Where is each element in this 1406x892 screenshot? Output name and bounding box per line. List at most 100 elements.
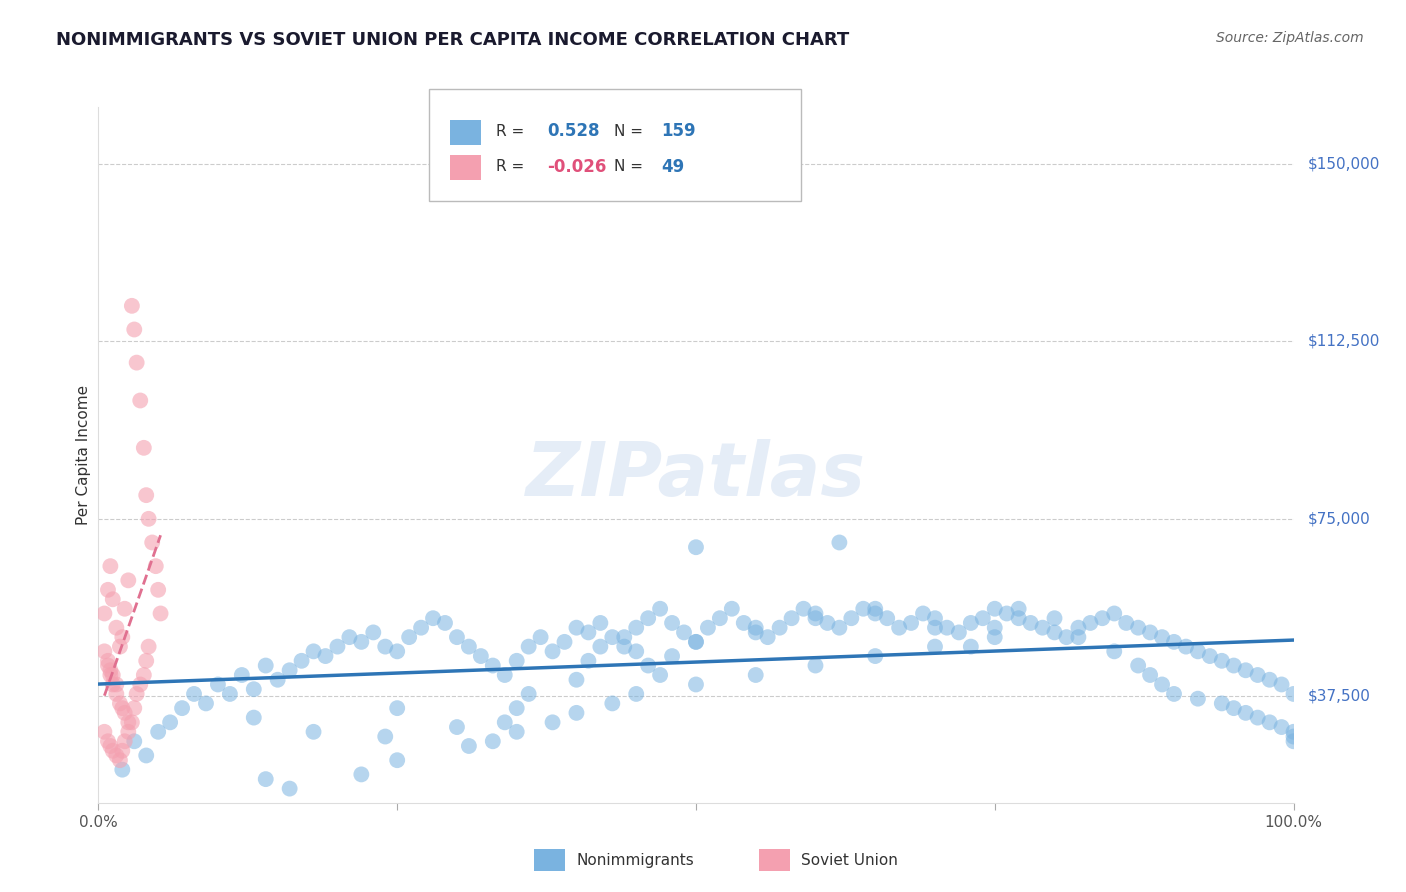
Point (624, 644, 647, 658)
Point (995, 607, 1018, 621)
Point (1282, 724, 1305, 739)
Point (183, 687, 205, 701)
Point (108, 753, 131, 767)
Point (494, 668, 516, 682)
Point (1258, 673, 1281, 687)
Point (132, 441, 155, 455)
Point (124, 734, 146, 748)
Point (422, 611, 444, 625)
Point (900, 615, 922, 630)
Point (1175, 640, 1198, 654)
Point (135, 654, 157, 668)
Point (554, 635, 576, 649)
Point (125, 687, 148, 701)
Point (97, 658, 120, 673)
Point (613, 640, 636, 654)
Point (876, 611, 898, 625)
Point (828, 621, 851, 635)
Point (1080, 615, 1102, 630)
Text: $37,500: $37,500 (1308, 689, 1371, 704)
Text: 159: 159 (661, 122, 696, 140)
Point (600, 630, 623, 644)
Point (1150, 677, 1173, 691)
Point (889, 621, 911, 635)
Point (117, 715, 139, 730)
Text: R =: R = (496, 160, 524, 174)
Point (685, 540, 707, 554)
Point (685, 635, 707, 649)
Point (506, 654, 529, 668)
Point (1115, 615, 1137, 630)
Point (350, 635, 373, 649)
Point (101, 668, 124, 682)
Point (1282, 687, 1305, 701)
Point (114, 734, 136, 748)
Point (863, 601, 886, 615)
Point (745, 668, 768, 682)
Point (458, 640, 481, 654)
Text: -0.026: -0.026 (547, 158, 606, 176)
Point (924, 621, 946, 635)
Point (350, 767, 373, 781)
Point (685, 677, 707, 691)
Point (207, 677, 229, 691)
Point (1222, 658, 1246, 673)
Point (132, 668, 155, 682)
Point (278, 781, 301, 796)
Point (541, 715, 564, 730)
Text: $112,500: $112,500 (1308, 334, 1379, 349)
Point (756, 630, 779, 644)
Point (326, 640, 349, 654)
Point (613, 630, 636, 644)
Point (278, 663, 301, 677)
Point (374, 640, 396, 654)
Point (105, 687, 128, 701)
Point (194, 697, 217, 711)
Point (648, 601, 672, 615)
Point (111, 763, 134, 777)
Point (576, 625, 599, 640)
Point (117, 724, 139, 739)
Point (124, 701, 146, 715)
Point (804, 611, 827, 625)
Text: 49: 49 (661, 158, 685, 176)
Point (1054, 630, 1078, 644)
Text: N =: N = (614, 124, 644, 138)
Point (138, 512, 160, 526)
Point (101, 677, 124, 691)
Point (97, 654, 120, 668)
Point (494, 715, 516, 730)
Point (105, 621, 128, 635)
Point (1007, 611, 1029, 625)
Point (637, 658, 659, 673)
Point (374, 730, 396, 744)
Point (637, 611, 659, 625)
Point (661, 615, 683, 630)
Point (135, 748, 157, 763)
Point (108, 640, 131, 654)
Point (111, 701, 134, 715)
Point (1271, 677, 1294, 691)
Point (565, 673, 588, 687)
Point (828, 535, 851, 549)
Point (1102, 644, 1125, 658)
Text: Soviet Union: Soviet Union (801, 854, 898, 868)
Point (1163, 687, 1185, 701)
Point (254, 658, 277, 673)
Point (231, 668, 253, 682)
Point (852, 601, 875, 615)
Point (111, 630, 134, 644)
Point (117, 574, 139, 588)
Point (93, 724, 115, 739)
Point (148, 582, 170, 597)
Point (624, 687, 647, 701)
Point (1271, 720, 1294, 734)
Point (924, 640, 946, 654)
Point (648, 668, 672, 682)
Point (565, 706, 588, 720)
Point (685, 635, 707, 649)
Text: Source: ZipAtlas.com: Source: ZipAtlas.com (1216, 31, 1364, 45)
Point (458, 739, 481, 753)
Point (839, 611, 862, 625)
Point (1211, 697, 1233, 711)
